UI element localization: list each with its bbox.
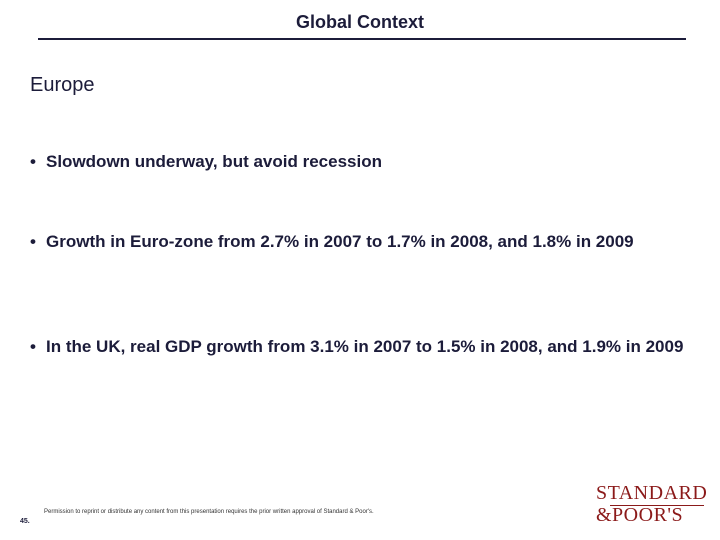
bullet-marker: • <box>30 232 36 251</box>
permission-notice: Permission to reprint or distribute any … <box>44 509 374 515</box>
bullet-item: • Slowdown underway, but avoid recession <box>30 149 690 175</box>
slide-title: Global Context <box>295 12 424 32</box>
logo-line-2: &POOR'S <box>596 504 684 526</box>
standard-and-poors-logo: STANDARD &POOR'S <box>596 482 708 528</box>
bullet-item: • In the UK, real GDP growth from 3.1% i… <box>30 334 690 360</box>
title-divider <box>38 38 686 40</box>
logo-line-1: STANDARD <box>596 482 708 504</box>
section-heading: Europe <box>30 74 95 96</box>
bullet-text: In the UK, real GDP growth from 3.1% in … <box>46 337 684 356</box>
page-number: 45. <box>20 518 30 525</box>
bullet-marker: • <box>30 337 36 356</box>
bullet-item: • Growth in Euro-zone from 2.7% in 2007 … <box>30 229 690 255</box>
bullet-marker: • <box>30 152 36 171</box>
bullet-text: Growth in Euro-zone from 2.7% in 2007 to… <box>46 232 634 251</box>
logo-divider <box>610 505 704 506</box>
bullet-text: Slowdown underway, but avoid recession <box>46 152 382 171</box>
